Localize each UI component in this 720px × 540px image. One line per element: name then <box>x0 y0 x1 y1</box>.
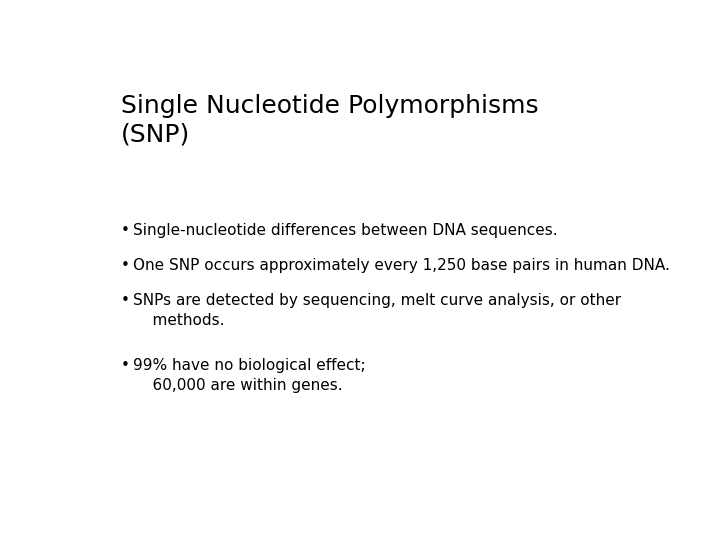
Text: SNPs are detected by sequencing, melt curve analysis, or other
    methods.: SNPs are detected by sequencing, melt cu… <box>133 294 621 328</box>
Text: Single Nucleotide Polymorphisms
(SNP): Single Nucleotide Polymorphisms (SNP) <box>121 94 539 147</box>
Text: 99% have no biological effect;
    60,000 are within genes.: 99% have no biological effect; 60,000 ar… <box>133 358 366 393</box>
Text: •: • <box>121 294 130 308</box>
Text: •: • <box>121 358 130 373</box>
Text: •: • <box>121 258 130 273</box>
Text: Single-nucleotide differences between DNA sequences.: Single-nucleotide differences between DN… <box>133 223 557 238</box>
Text: •: • <box>121 223 130 238</box>
Text: One SNP occurs approximately every 1,250 base pairs in human DNA.: One SNP occurs approximately every 1,250… <box>133 258 670 273</box>
